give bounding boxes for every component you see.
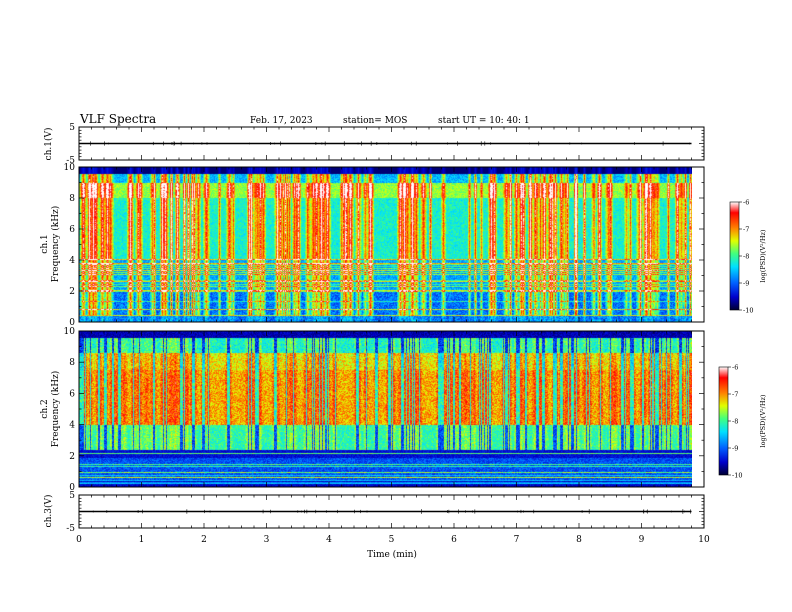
ch2-spectrogram-yticks: 0 2 4 6 8 10	[64, 327, 704, 493]
ch1-spectrogram-yticks: 0 2 4 6 8 10	[64, 163, 704, 328]
ch1-waveform-ytick-label: 5	[69, 123, 75, 133]
ch1-spectrogram-ytick-label: 4	[69, 256, 75, 266]
ch2-colorbar-label: log(PSD)(V²/Hz)	[759, 394, 767, 447]
colorbar-tick-label: -6	[743, 199, 749, 207]
ylabel-line: ch.2	[40, 399, 50, 418]
ylabel-line: Frequency (kHz)	[50, 206, 61, 283]
colorbar-tick-label: -8	[732, 418, 738, 426]
ch1-voltage-ylabel: ch.1(V)	[43, 128, 54, 161]
ch2-spectrogram-ytick-label: 0	[69, 483, 75, 493]
ch2-colorbar-ticks: -6 -7 -8 -9 -10	[728, 364, 742, 480]
ch1-colorbar-gradient	[729, 201, 740, 311]
x-tick-label: 8	[576, 535, 582, 545]
ch2-spectrogram-ytick-label: 2	[69, 452, 75, 462]
ch1-waveform-xticks	[78, 127, 705, 160]
ch2-freq-ylabel-group: ch.2Frequency (kHz)	[40, 371, 61, 448]
ch1-freq-ylabel: ch.1Frequency (kHz)	[40, 206, 61, 283]
ch1-waveform-yticks: 5 -5	[66, 123, 704, 166]
ch3-waveform-yticks: 5 -5	[66, 491, 704, 534]
station-label: station= MOS	[343, 116, 407, 126]
ch1-spectrogram-xticks	[78, 167, 705, 322]
x-tick-label: 9	[639, 535, 645, 545]
colorbar-tick-label: -6	[732, 364, 738, 372]
x-tick-label: 4	[326, 535, 332, 545]
ch3-waveform-ytick-label: 5	[69, 491, 75, 501]
ch3-waveform-ytick-label: -5	[66, 524, 75, 534]
ch1-colorbar-label: log(PSD)(V²/Hz)	[759, 229, 767, 282]
date-label: Feb. 17, 2023	[250, 116, 313, 126]
x-tick-label: 6	[451, 535, 457, 545]
ch1-spectrogram-ytick-label: 10	[64, 163, 76, 173]
ch1-spectrogram-ytick-label: 2	[69, 287, 75, 297]
ch1-colorbar-ticks: -6 -7 -8 -9 -10	[739, 199, 753, 315]
ch1-spectrogram-ytick-label: 6	[69, 225, 75, 235]
x-tick-label: 5	[389, 535, 395, 545]
ylabel-line: ch.1	[40, 234, 50, 253]
colorbar-tick-label: -7	[743, 226, 749, 234]
x-tick-label: 2	[201, 535, 207, 545]
x-tick-label: 7	[514, 535, 520, 545]
ylabel-line: Frequency (kHz)	[50, 371, 61, 448]
x-tick-label: 1	[139, 535, 145, 545]
ch1-waveform-ytick-label: -5	[66, 156, 75, 166]
x-tick-label: 10	[698, 535, 710, 545]
figure-title: VLF Spectra	[79, 112, 156, 126]
ch1-spectrogram-ytick-label: 8	[69, 194, 75, 204]
ch3-waveform-xticks: 0 1 2 3 4 5 6 7 8 9 10	[76, 495, 710, 545]
ch2-colorbar: -6 -7 -8 -9 -10 log(PSD)(V²/Hz)	[718, 364, 767, 480]
ch2-spectrogram-image	[79, 331, 692, 487]
colorbar-tick-label: -10	[732, 472, 742, 480]
time-axis-label: Time (min)	[367, 549, 417, 560]
ch2-spectrogram-ytick-label: 4	[69, 421, 75, 431]
x-tick-label: 0	[76, 535, 82, 545]
colorbar-tick-label: -10	[743, 307, 753, 315]
ch3-voltage-ylabel: ch.3(V)	[43, 495, 54, 528]
ch1-spectrogram-image	[79, 167, 692, 322]
ch2-spectrogram-ytick-label: 10	[64, 327, 76, 337]
ch2-spectrogram-ytick-label: 8	[69, 358, 75, 368]
colorbar-tick-label: -9	[732, 445, 738, 453]
ch2-spectrogram-xticks	[78, 331, 705, 487]
ch2-colorbar-gradient	[718, 366, 729, 476]
colorbar-tick-label: -8	[743, 253, 749, 261]
colorbar-tick-label: -7	[732, 391, 738, 399]
start-time-label: start UT = 10: 40: 1	[438, 116, 530, 126]
ch2-spectrogram-ytick-label: 6	[69, 389, 75, 399]
ch1-colorbar: -6 -7 -8 -9 -10 log(PSD)(V²/Hz)	[729, 199, 767, 315]
ch1-freq-ylabel-group: ch.1Frequency (kHz)	[40, 206, 61, 283]
ch2-freq-ylabel: ch.2Frequency (kHz)	[40, 371, 61, 448]
ch1-spectrogram-ytick-label: 0	[69, 318, 75, 328]
colorbar-tick-label: -9	[743, 280, 749, 288]
x-tick-label: 3	[264, 535, 270, 545]
